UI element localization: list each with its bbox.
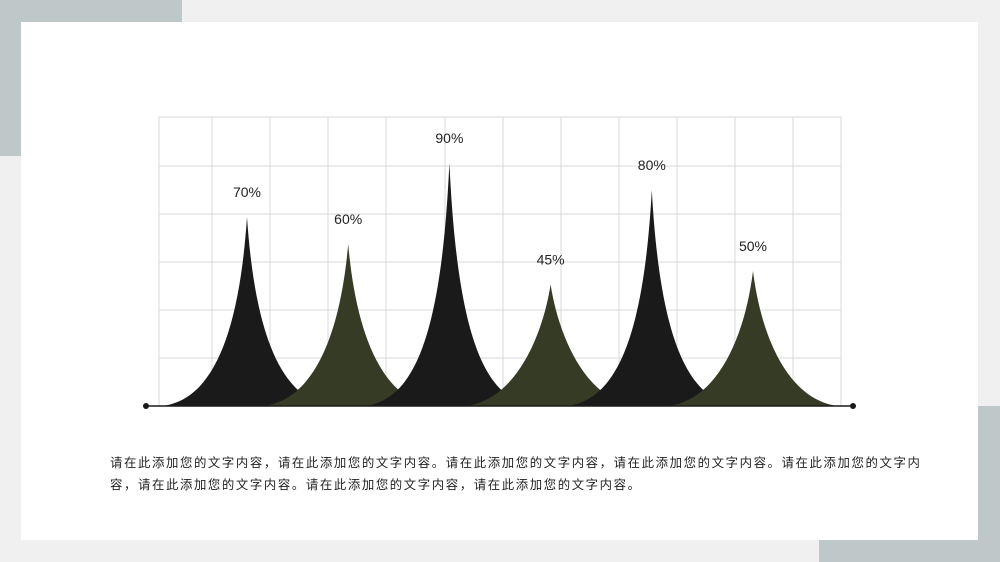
- data-label: 90%: [435, 130, 463, 146]
- data-label: 45%: [537, 252, 565, 268]
- axis-end-dot: [850, 403, 856, 409]
- slide-card: [21, 22, 978, 540]
- peak-5: [566, 190, 737, 406]
- peak-1: [162, 217, 332, 406]
- peak-3: [364, 163, 535, 406]
- peak-4: [465, 284, 636, 406]
- body-text: 请在此添加您的文字内容，请在此添加您的文字内容。请在此添加您的文字内容，请在此添…: [110, 455, 922, 492]
- data-label: 60%: [334, 211, 362, 227]
- data-label: 80%: [638, 157, 666, 173]
- axis-end-dot: [143, 403, 149, 409]
- data-label: 70%: [233, 184, 261, 200]
- data-label: 50%: [739, 238, 767, 254]
- peak-2: [263, 244, 434, 406]
- peak-6: [668, 271, 838, 406]
